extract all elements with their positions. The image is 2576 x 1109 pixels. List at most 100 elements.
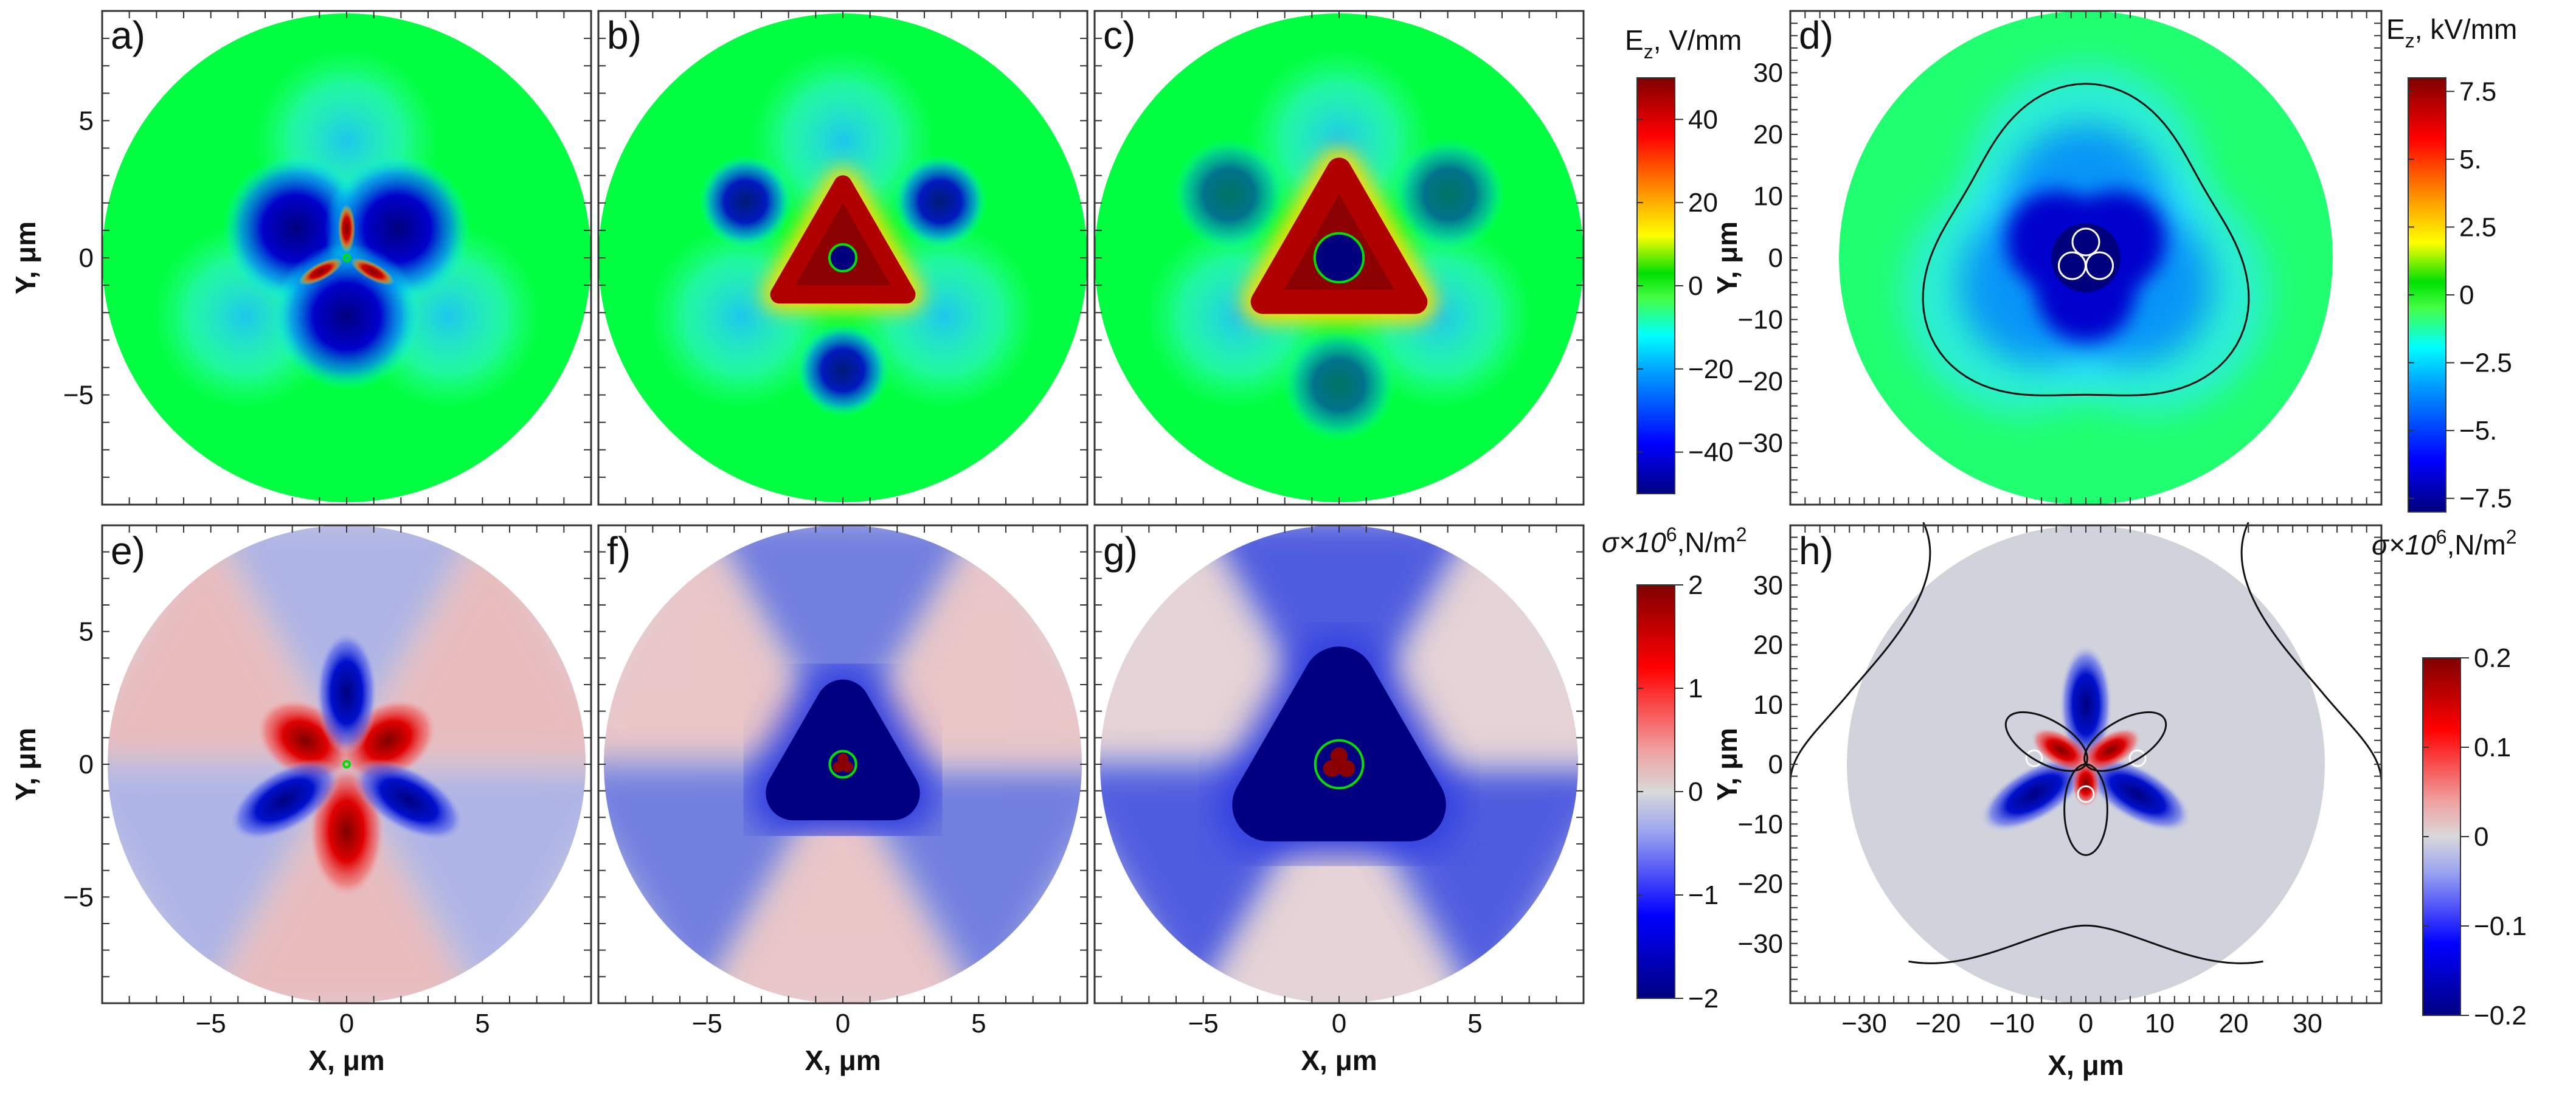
y-tick-label: 5 — [79, 106, 94, 136]
sigma-center-lobe — [842, 761, 853, 773]
x-tick-label: −10 — [1989, 1009, 2035, 1038]
colorbar-tick-label: 5. — [2459, 145, 2482, 174]
colorbar-tick-label: −20 — [1688, 354, 1734, 384]
colorbar-tick-label: 2 — [1688, 570, 1703, 600]
colorbar-tick-label: 7.5 — [2459, 77, 2496, 106]
contour-inner-white — [2071, 227, 2100, 257]
panel-d-frame — [1789, 10, 2383, 506]
y-axis-title: Y, μm — [10, 221, 41, 294]
y-tick-label: 0 — [1768, 750, 1783, 779]
panel-g-frame — [1093, 524, 1585, 1004]
y-tick-label: 5 — [79, 617, 94, 647]
panel-label: g) — [1103, 529, 1138, 573]
y-tick-label: −30 — [1737, 429, 1783, 458]
colorbar-tick-label: −0.1 — [2474, 911, 2527, 941]
contour-zero — [1789, 522, 1931, 783]
panel-f-frame — [597, 524, 1089, 1004]
x-axis-title: X, μm — [308, 1045, 384, 1076]
x-tick-label: 5 — [1467, 1009, 1482, 1038]
inclusion-interior — [1314, 233, 1364, 283]
sigma-sector — [843, 525, 1082, 764]
colorbar-tick-label: 0 — [1688, 271, 1703, 301]
inclusion-outline — [828, 243, 858, 273]
panel-e-frame — [101, 524, 592, 1004]
y-tick-label: 20 — [1753, 120, 1783, 150]
colorbar-tick-label: 0.1 — [2474, 733, 2511, 762]
x-tick-label: 30 — [2293, 1009, 2322, 1038]
panel-e-border — [101, 524, 592, 1004]
sigma-negative-lobe — [1981, 756, 2088, 832]
panel-label: c) — [1103, 13, 1135, 57]
sigma-positive-lobe — [2080, 728, 2141, 772]
ez-negative-lobe — [273, 243, 420, 390]
panel-label: b) — [607, 13, 642, 57]
panel-c: c) — [1094, 10, 1584, 505]
colorbar-tick-label: −40 — [1688, 438, 1734, 468]
colorbar-title: σ×106,N/m2 — [2372, 526, 2516, 561]
x-tick-label: 10 — [2145, 1009, 2175, 1038]
panel-label: f) — [607, 529, 631, 573]
ez-positive-filament — [338, 204, 355, 253]
x-tick-label: −20 — [1916, 1009, 1961, 1038]
panel-b-border — [597, 10, 1089, 506]
colorbar-2: 7.5 5. 2.5 0 −2.5 −5. −7.5 Ez, kV/mm — [2386, 13, 2517, 514]
colorbar-tick-label: −2.5 — [2459, 348, 2512, 378]
x-tick-label: 0 — [836, 1009, 850, 1038]
sigma-sector — [604, 525, 843, 764]
sigma-negative-lobe — [353, 759, 465, 841]
y-tick-label: −30 — [1737, 929, 1783, 959]
sigma-sector — [1339, 525, 1578, 764]
panel-b: b) — [598, 10, 1088, 505]
contour-inner-white — [2085, 251, 2114, 280]
colorbar-tick-label: −0.2 — [2474, 1001, 2527, 1031]
y-tick-label: 10 — [1753, 690, 1783, 720]
y-tick-label: −10 — [1737, 305, 1783, 335]
colorbar-tick-label: 0 — [2459, 280, 2474, 310]
sigma-negative-core — [1232, 646, 1446, 841]
colorbar-title: Ez, V/mm — [1625, 24, 1742, 63]
inclusion-outline — [342, 254, 351, 262]
panel-d: d) — [1790, 10, 2382, 505]
colorbar-tick-label: 2.5 — [2459, 212, 2496, 242]
contour-petal — [2063, 763, 2108, 856]
panel-h: h) — [1789, 522, 2383, 1004]
panel-a: a) — [102, 10, 592, 505]
colorbar-title: Ez, kV/mm — [2386, 13, 2517, 52]
inclusion-interior — [829, 244, 857, 272]
x-tick-label: 0 — [339, 1009, 354, 1038]
sigma-sector — [699, 525, 986, 764]
panel-e: e) — [102, 525, 592, 1004]
panel-b-frame — [597, 10, 1089, 506]
contour-zero — [1908, 924, 2263, 964]
colorbar-gradient — [1636, 77, 1675, 494]
colorbar-tick-label: 1 — [1688, 674, 1703, 703]
ez-negative-core — [2051, 223, 2121, 292]
panel-g-border — [1093, 524, 1585, 1004]
y-tick-label: −20 — [1737, 367, 1783, 396]
contour-inner-white — [2128, 749, 2147, 767]
colorbar-1: 40 20 0 −20 −40 Ez, V/mm — [1625, 24, 1742, 494]
panel-h-border — [1789, 524, 2383, 1004]
y-tick-label: 0 — [79, 750, 94, 779]
y-tick-label: 20 — [1753, 631, 1783, 660]
ez-positive-core — [770, 175, 916, 304]
panel-label: h) — [1799, 529, 1833, 573]
ez-negative-lobe — [1172, 138, 1286, 250]
colorbar-tick-label: 0 — [1688, 777, 1703, 807]
colorbar-tick-label: 0.2 — [2474, 643, 2511, 673]
sigma-sector — [1100, 525, 1339, 764]
y-tick-label: 30 — [1753, 58, 1783, 88]
x-axis-title: X, μm — [1301, 1045, 1377, 1076]
x-tick-label: 0 — [2079, 1009, 2093, 1038]
contour-zero — [1922, 83, 2250, 396]
sigma-positive-lobe — [2031, 728, 2091, 772]
y-tick-label: −5 — [63, 381, 94, 410]
x-tick-label: 5 — [971, 1009, 986, 1038]
panel-c-border — [1093, 10, 1585, 506]
y-tick-label: −10 — [1737, 809, 1783, 839]
panel-label: e) — [111, 529, 145, 573]
colorbar-4: 0.2 0.1 0 −0.1 −0.2 σ×106,N/m2 — [2372, 526, 2527, 1031]
x-tick-label: −5 — [1188, 1009, 1219, 1038]
inclusion-outline — [1314, 739, 1365, 790]
